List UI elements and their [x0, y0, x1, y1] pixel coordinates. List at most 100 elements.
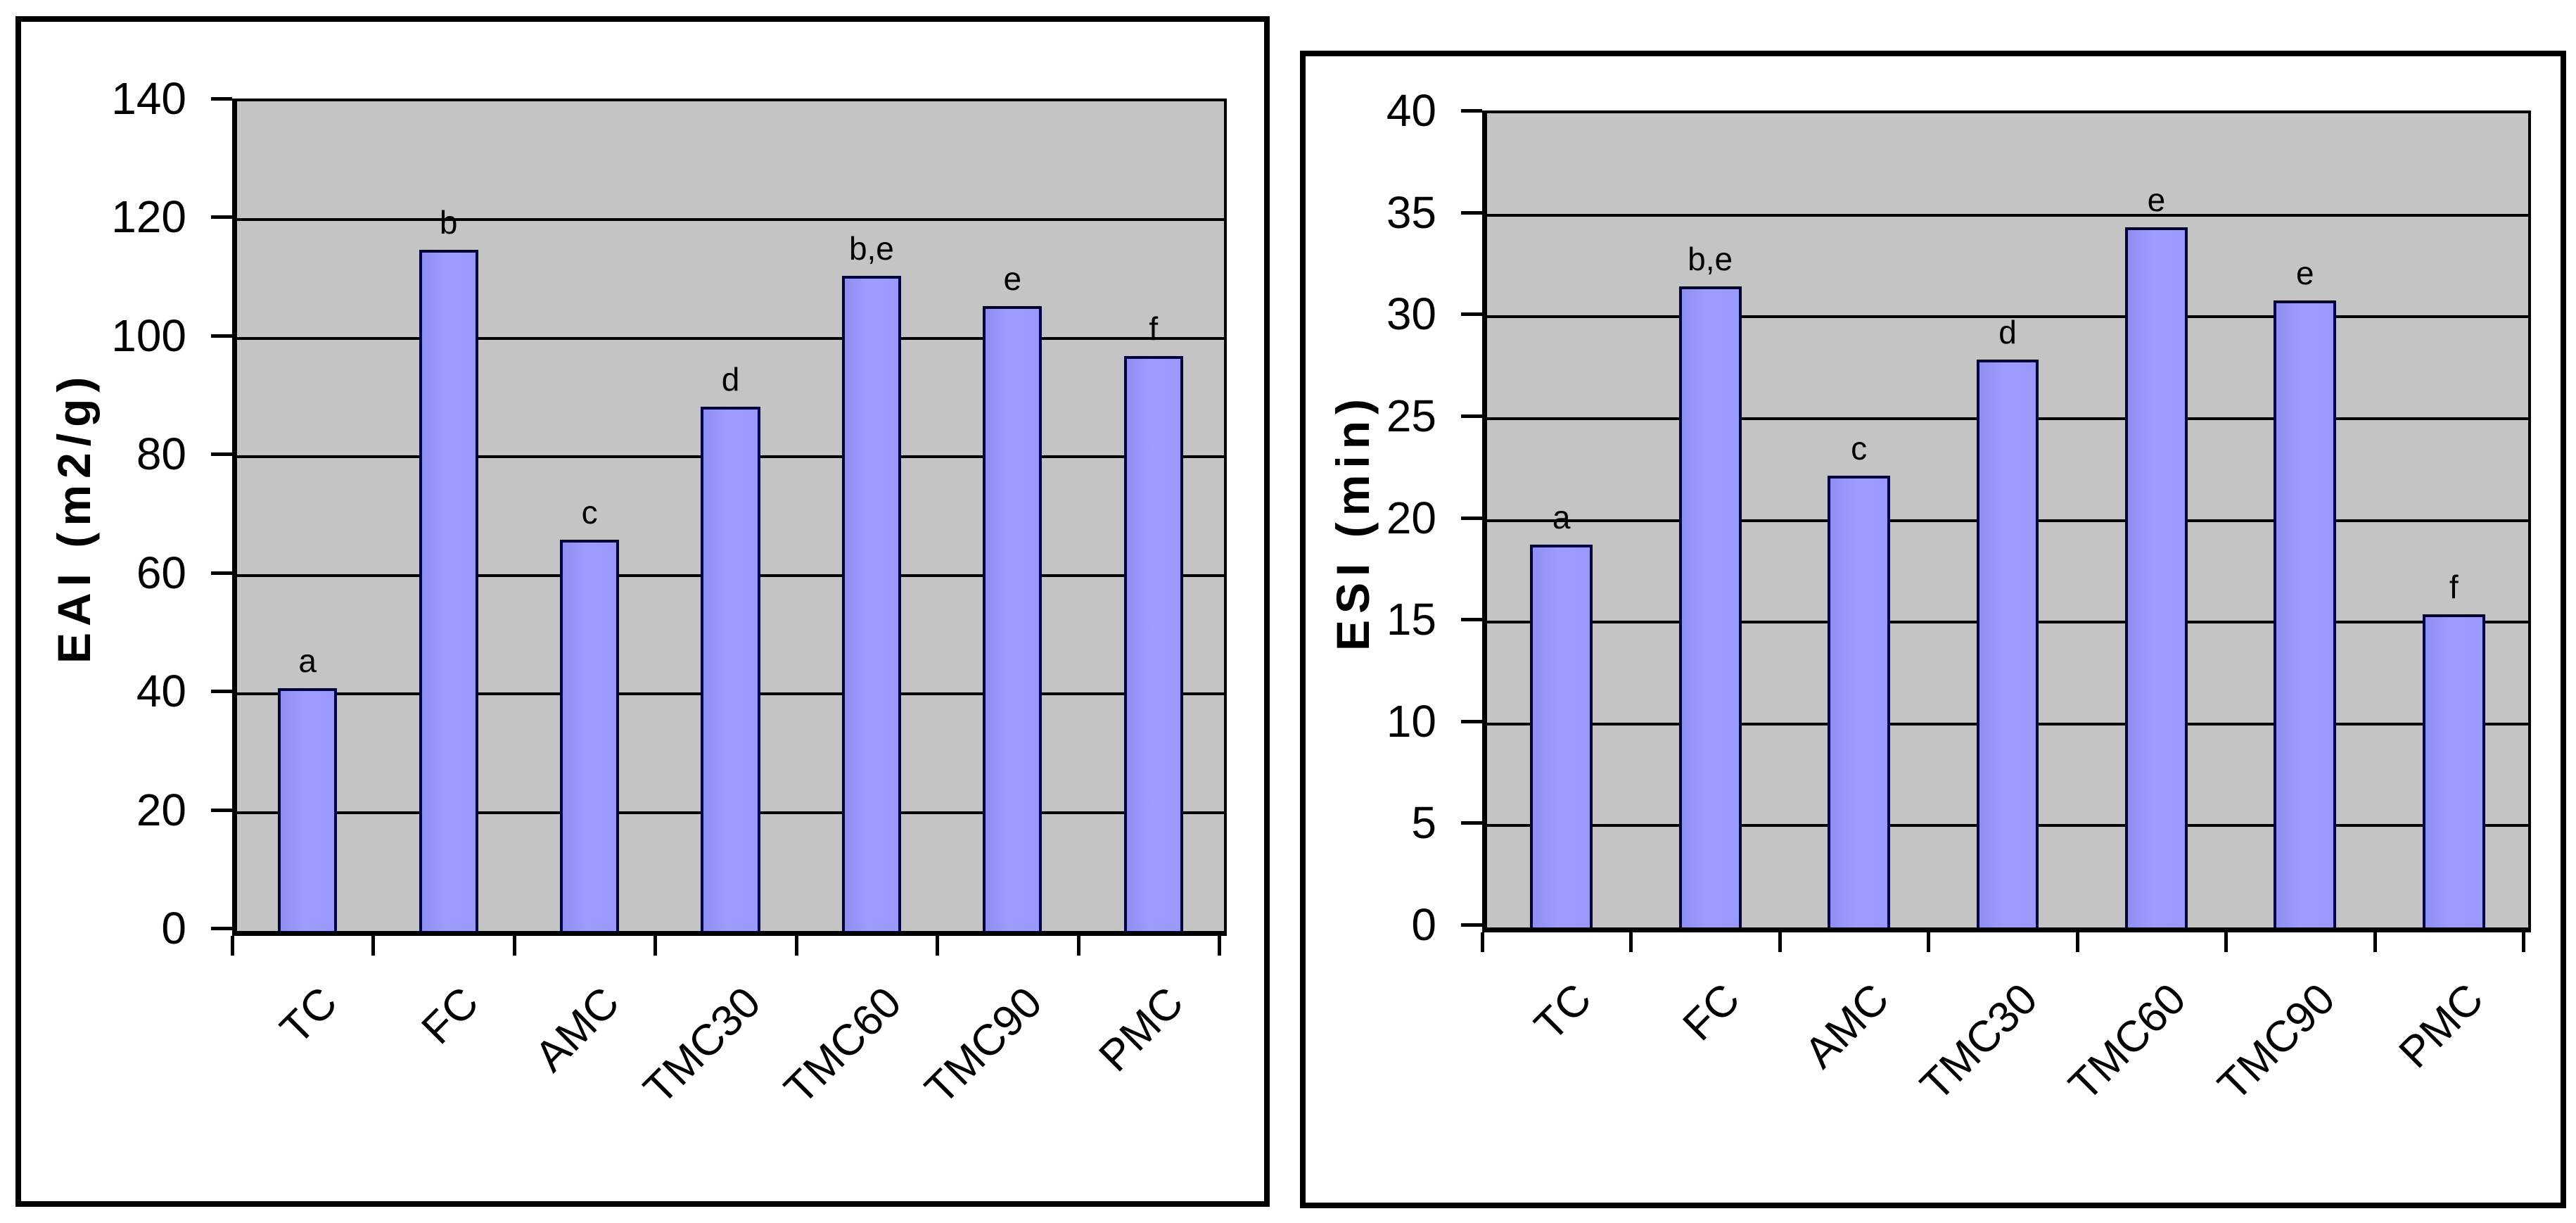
- bar-TC: [278, 687, 338, 931]
- x-label-TMC30: TMC30: [634, 977, 770, 1114]
- eai-plot-area: a b c d b,e e f: [232, 99, 1227, 936]
- x-tick-4: [2075, 932, 2079, 952]
- x-label-AMC: AMC: [525, 977, 629, 1082]
- y-tick-label-0: 0: [1411, 899, 1436, 950]
- y-tick-40: [1461, 109, 1482, 113]
- y-tick-120: [211, 215, 232, 220]
- bar-TMC30: [1976, 360, 2039, 927]
- x-label-TMC60: TMC60: [2060, 974, 2196, 1110]
- y-tick-label-60: 60: [136, 547, 186, 598]
- y-tick-5: [1461, 821, 1482, 825]
- y-tick-15: [1461, 618, 1482, 622]
- sig-label-FC: b: [439, 203, 458, 241]
- y-tick-80: [211, 452, 232, 457]
- esi-chart-panel: ESI (min) a b,e c d e e f 0 5 10 15 20 25 30 35 40 TC FC…: [1300, 51, 2566, 1208]
- y-tick-label-0: 0: [161, 903, 186, 953]
- sig-label-TMC30: d: [721, 360, 740, 398]
- bar-FC: [1678, 286, 1742, 927]
- y-tick-label-30: 30: [1386, 289, 1436, 340]
- bar-FC: [419, 249, 478, 931]
- bar-AMC: [1828, 475, 1890, 927]
- y-tick-label-20: 20: [1386, 492, 1436, 543]
- y-tick-10: [1461, 719, 1482, 723]
- x-tick-6: [2373, 932, 2377, 952]
- sig-label-AMC: c: [1851, 429, 1868, 467]
- bar-TMC60: [2125, 227, 2188, 927]
- x-tick-1: [371, 936, 376, 956]
- x-tick-3: [1927, 932, 1931, 952]
- bar-PMC: [1123, 356, 1183, 931]
- sig-label-TMC60: e: [2147, 181, 2166, 218]
- x-label-TMC30: TMC30: [1911, 974, 2047, 1110]
- y-tick-0: [1461, 923, 1482, 927]
- sig-label-TMC30: d: [1998, 314, 2017, 350]
- sig-label-TMC60: b,e: [848, 230, 894, 267]
- y-tick-label-25: 25: [1386, 390, 1436, 441]
- y-tick-label-35: 35: [1386, 186, 1436, 238]
- y-tick-label-80: 80: [136, 429, 186, 480]
- x-label-PMC: PMC: [2390, 974, 2493, 1078]
- y-tick-100: [211, 334, 232, 338]
- x-label-TMC90: TMC90: [2208, 974, 2345, 1110]
- y-tick-label-100: 100: [111, 310, 186, 361]
- x-tick-7: [1218, 936, 1221, 956]
- x-label-TMC90: TMC90: [916, 977, 1052, 1114]
- gridline-35: [1487, 213, 2528, 217]
- y-tick-label-120: 120: [111, 191, 186, 243]
- y-tick-label-10: 10: [1386, 695, 1436, 747]
- x-label-TC: TC: [1525, 974, 1601, 1051]
- bar-AMC: [559, 540, 620, 931]
- x-tick-2: [512, 936, 516, 956]
- y-tick-60: [211, 571, 232, 575]
- y-tick-20: [1461, 516, 1482, 520]
- y-tick-label-140: 140: [111, 73, 186, 124]
- y-tick-label-20: 20: [136, 784, 186, 835]
- sig-label-TC: a: [298, 642, 317, 679]
- sig-label-PMC: f: [2449, 568, 2459, 605]
- sig-label-TC: a: [1552, 499, 1571, 536]
- bar-TMC90: [983, 305, 1042, 931]
- y-tick-20: [211, 808, 232, 812]
- eai-chart-panel: EAI (m2/g) a b c d b,e e f 0 20 40 60 80 100 120 140 T…: [15, 16, 1270, 1207]
- y-tick-140: [211, 97, 232, 101]
- sig-label-FC: b,e: [1688, 240, 1733, 277]
- gridline-100: [237, 336, 1224, 340]
- y-tick-30: [1461, 312, 1482, 317]
- y-tick-label-5: 5: [1411, 797, 1436, 849]
- bar-PMC: [2422, 614, 2485, 927]
- y-tick-40: [211, 690, 232, 694]
- y-tick-25: [1461, 414, 1482, 418]
- bar-TMC60: [841, 276, 901, 931]
- x-label-FC: FC: [1673, 974, 1749, 1051]
- x-tick-3: [653, 936, 658, 956]
- bar-TMC30: [701, 406, 760, 931]
- x-label-PMC: PMC: [1090, 977, 1193, 1082]
- x-tick-5: [2224, 932, 2229, 952]
- y-tick-35: [1461, 210, 1482, 215]
- sig-label-AMC: c: [581, 494, 598, 531]
- bar-TC: [1530, 545, 1593, 927]
- x-tick-1: [1629, 932, 1633, 952]
- sig-label-PMC: f: [1149, 310, 1159, 348]
- y-tick-label-15: 15: [1386, 594, 1436, 645]
- x-tick-6: [1076, 936, 1080, 956]
- x-label-TMC60: TMC60: [775, 977, 911, 1114]
- y-tick-0: [211, 927, 232, 930]
- x-tick-0: [231, 936, 234, 956]
- x-tick-0: [1481, 932, 1484, 952]
- x-tick-5: [936, 936, 940, 956]
- x-label-TC: TC: [271, 977, 347, 1054]
- x-tick-4: [794, 936, 798, 956]
- x-label-FC: FC: [412, 977, 488, 1054]
- gridline-120: [237, 218, 1224, 222]
- x-tick-7: [2522, 932, 2525, 952]
- x-label-AMC: AMC: [1795, 974, 1899, 1078]
- y-tick-label-40: 40: [1386, 85, 1436, 136]
- gridline-30: [1487, 315, 2528, 319]
- esi-plot-area: a b,e c d e e f: [1482, 110, 2531, 932]
- sig-label-TMC90: e: [1003, 260, 1022, 297]
- sig-label-TMC90: e: [2296, 255, 2314, 292]
- x-tick-2: [1778, 932, 1782, 952]
- y-tick-label-40: 40: [136, 666, 186, 717]
- bar-TMC90: [2274, 300, 2337, 927]
